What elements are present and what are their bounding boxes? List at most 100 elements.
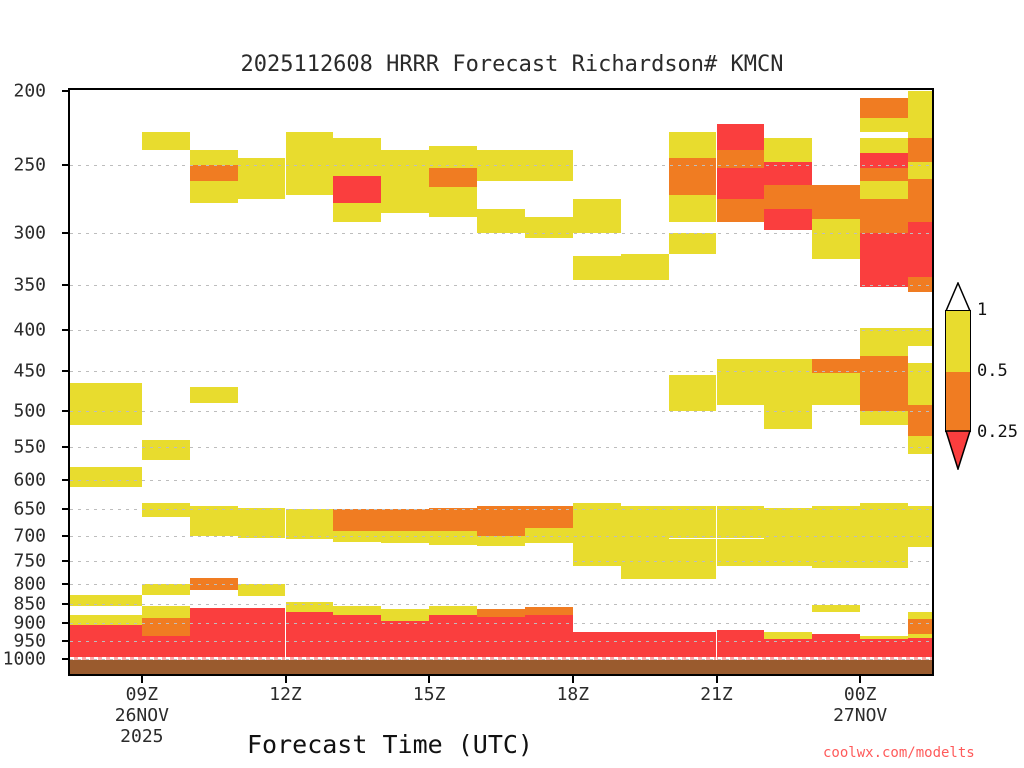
heatmap-cell (381, 530, 430, 544)
heatmap-cell (716, 538, 765, 566)
x-tick-label: 15Z (412, 684, 446, 705)
y-tick-label: 400 (13, 319, 46, 341)
heatmap-cell (189, 387, 238, 403)
heatmap-cell (764, 379, 813, 429)
heatmap-cell (189, 506, 238, 536)
heatmap-cell (908, 222, 932, 277)
colorbar-over-arrow (944, 281, 972, 312)
heatmap-cell (716, 358, 765, 381)
colorbar-tick-label: 1 (977, 300, 988, 320)
heatmap-cell (381, 150, 430, 182)
heatmap-cell (333, 175, 382, 204)
heatmap-cell (812, 372, 861, 405)
watermark-link[interactable]: coolwx.com/modelts (823, 745, 975, 761)
heatmap-cell (812, 541, 861, 568)
heatmap-cell (908, 536, 932, 547)
heatmap-cell (429, 605, 478, 616)
y-tick-label: 250 (13, 154, 46, 176)
heatmap-cell (716, 167, 765, 199)
heatmap-cell (908, 506, 932, 536)
heatmap-cell (237, 607, 286, 623)
heatmap-cell (141, 503, 190, 518)
x-tick-label: 18Z (556, 684, 590, 705)
colorbar-segment (946, 372, 970, 431)
x-tick-mark (571, 674, 574, 683)
heatmap-cell (860, 199, 909, 233)
y-tick-label: 700 (13, 525, 46, 547)
colorbar-tick-label: 0.25 (977, 422, 1018, 442)
heatmap-cell (141, 132, 190, 151)
y-tick-mark (62, 479, 70, 481)
y-tick-mark (62, 658, 70, 660)
heatmap-cell (668, 375, 717, 394)
heatmap-cell (860, 153, 909, 168)
y-tick-mark (62, 284, 70, 286)
heatmap-cell (812, 185, 861, 220)
heatmap-cell (860, 138, 909, 154)
heatmap-cell (477, 536, 525, 546)
heatmap-cell (812, 506, 861, 541)
heatmap-cell (572, 199, 621, 233)
terrain-separator (70, 656, 932, 660)
heatmap-cell (908, 362, 932, 405)
heatmap-cell (237, 507, 286, 539)
y-tick-mark (62, 603, 70, 605)
heatmap-cell (381, 509, 430, 531)
x-tick-mark (715, 674, 718, 683)
heatmap-cell (812, 604, 861, 613)
x-tick-label: 12Z (269, 684, 302, 705)
heatmap-cell (812, 358, 861, 373)
y-tick-mark (62, 410, 70, 412)
heatmap-cell (860, 411, 909, 426)
heatmap-cell (333, 203, 382, 223)
x-tick-mark (859, 674, 862, 683)
y-tick-label: 800 (13, 573, 46, 595)
y-tick-mark (62, 446, 70, 448)
heatmap-cell (908, 612, 932, 620)
heatmap-cell (860, 167, 909, 182)
heatmap-cell (908, 328, 932, 347)
heatmap-cell (70, 595, 142, 606)
heatmap-cell (477, 506, 525, 526)
y-tick-mark (62, 90, 70, 92)
y-tick-mark (62, 232, 70, 234)
heatmap-cell (908, 404, 932, 437)
x-tick-sublabel-date: 27NOV (833, 705, 888, 726)
y-tick-label: 500 (13, 400, 46, 422)
heatmap-cell (429, 145, 478, 168)
heatmap-cell (524, 607, 573, 616)
heatmap-cell (860, 639, 909, 660)
heatmap-cell (333, 615, 382, 623)
heatmap-cell (860, 536, 909, 568)
heatmap-cells (70, 90, 932, 674)
heatmap-cell (764, 358, 813, 379)
heatmap-cell (141, 584, 190, 596)
heatmap-cell (908, 138, 932, 163)
heatmap-cell (908, 638, 932, 660)
y-tick-label: 750 (13, 550, 46, 572)
heatmap-cell (524, 216, 573, 239)
y-tick-label: 600 (13, 469, 46, 491)
heatmap-cell (285, 612, 334, 623)
heatmap-cell (764, 162, 813, 186)
heatmap-cell (908, 436, 932, 454)
x-tick-label: 00Z (843, 684, 877, 705)
y-tick-label: 650 (13, 498, 46, 520)
heatmap-cell (764, 639, 813, 660)
heatmap-cell (668, 194, 717, 223)
heatmap-cell (333, 530, 382, 542)
y-tick-label: 450 (13, 360, 46, 382)
heatmap-cell (70, 624, 142, 640)
heatmap-cell (333, 623, 382, 660)
y-tick-label: 900 (13, 612, 46, 634)
heatmap-cell (668, 538, 717, 580)
heatmap-cell (429, 530, 478, 545)
heatmap-cell (141, 635, 190, 660)
heatmap-cell (477, 208, 525, 233)
heatmap-cell (716, 150, 765, 168)
heatmap-cell (429, 186, 478, 217)
heatmap-cell (764, 632, 813, 640)
heatmap-cell (381, 181, 430, 213)
y-tick-mark (62, 329, 70, 331)
